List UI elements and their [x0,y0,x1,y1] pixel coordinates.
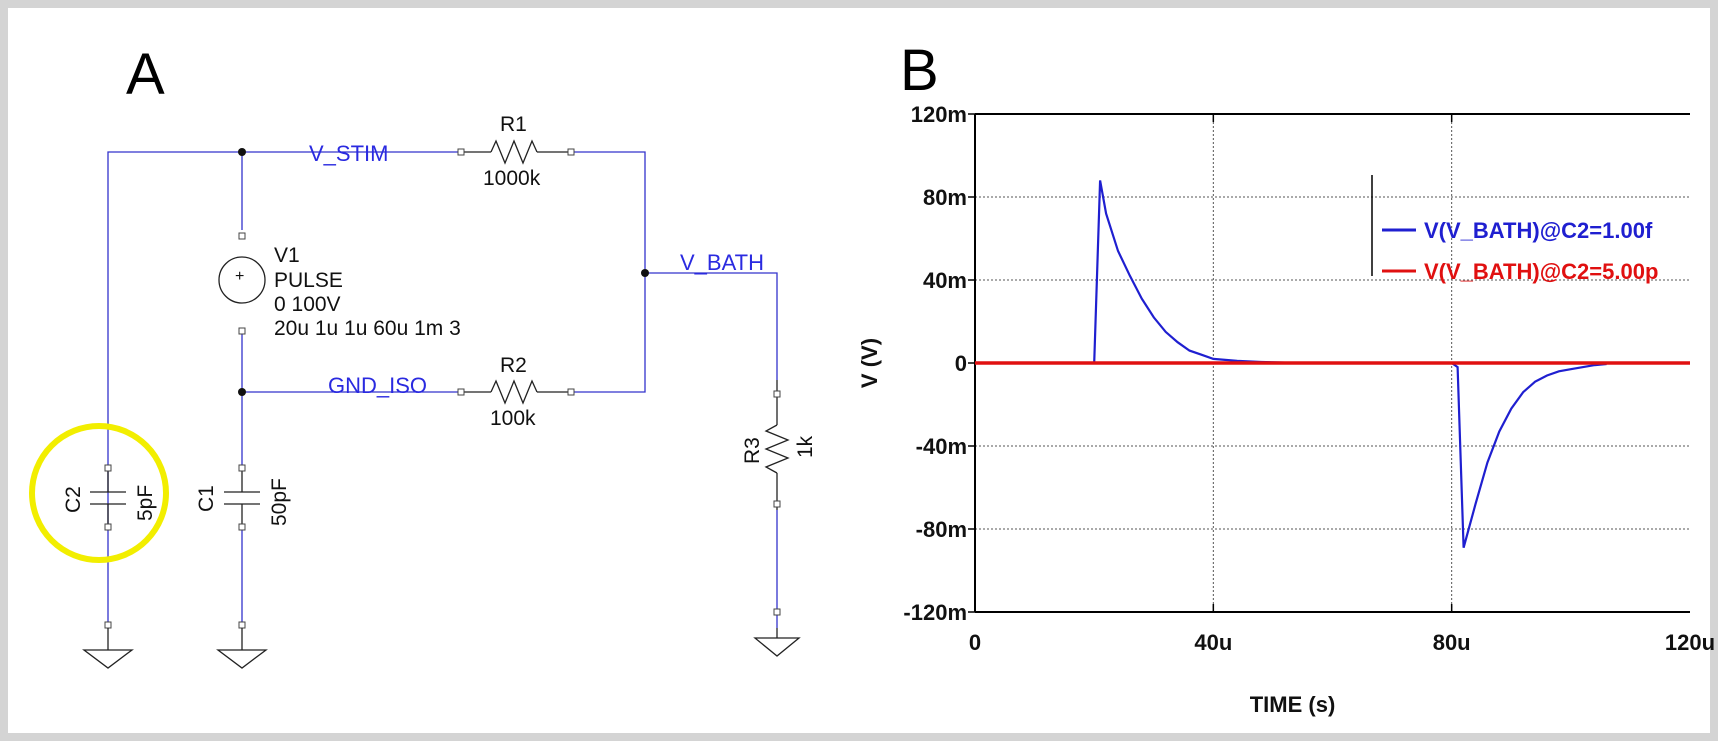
y-tick-label: -40m [916,434,967,459]
x-tick-label: 0 [969,630,981,655]
x-tick-label: 80u [1433,630,1471,655]
junction-dot [641,269,649,277]
voltage-source-v1: + V1 PULSE 0 100V 20u 1u 1u 60u 1m 3 [218,232,461,340]
y-tick-label: 120m [911,102,967,127]
v1-type: PULSE [274,269,343,292]
x-tick-label: 120u [1665,630,1715,655]
x-tick-label: 40u [1194,630,1232,655]
r1-value: 1000k [483,167,541,190]
c1-ref: C1 [195,485,218,512]
wire-right-loop [571,151,646,393]
capacitor-c1: C1 50pF [195,464,291,531]
ground-icon [753,628,801,657]
junction-dot [238,388,246,396]
y-tick-label: -120m [903,600,967,625]
y-tick-label: 0 [955,351,967,376]
resistor-r2: R2 100k [457,354,575,430]
y-tick-label: 80m [923,185,967,210]
x-axis-label: TIME (s) [1250,692,1336,717]
schematic-panel: A V_STIM V_BATH GND_ISO R1 1000 [29,42,817,669]
v1-ref: V1 [274,244,300,267]
r2-ref: R2 [500,354,527,377]
legend-label: V(V_BATH)@C2=1.00f [1424,218,1653,243]
legend-label: V(V_BATH)@C2=5.00p [1424,259,1658,284]
resistor-r1: R1 1000k [457,113,575,190]
junction-dot [238,148,246,156]
panel-label-a: A [126,42,165,107]
c2-value: 5pF [134,485,157,521]
y-axis-label: V (V) [857,338,882,388]
highlight-circle [29,423,169,563]
ground-icon [82,628,134,669]
net-label-gnd-iso: GND_ISO [328,373,427,398]
ground-icon [216,628,268,669]
v1-line2: 20u 1u 1u 60u 1m 3 [274,317,461,340]
y-tick-label: -80m [916,517,967,542]
capacitor-c2: C2 5pF [62,464,157,531]
r1-ref: R1 [500,113,527,136]
y-tick-label: 40m [923,268,967,293]
wire-vbath [645,272,778,380]
v1-plus-icon: + [235,268,244,285]
pin-marker [773,608,781,616]
r2-value: 100k [490,407,536,430]
pin-marker [238,621,246,629]
c2-ref: C2 [62,486,85,513]
v1-line1: 0 100V [274,293,341,316]
net-label-v-stim: V_STIM [309,141,388,166]
resistor-r3: R3 1k [741,380,817,510]
c1-value: 50pF [268,478,291,526]
panel-label-b: B [900,38,939,103]
r3-ref: R3 [741,437,764,464]
r3-value: 1k [794,435,817,458]
pin-marker [104,621,112,629]
net-label-v-bath: V_BATH [680,250,764,275]
schematic-wires [107,151,778,628]
